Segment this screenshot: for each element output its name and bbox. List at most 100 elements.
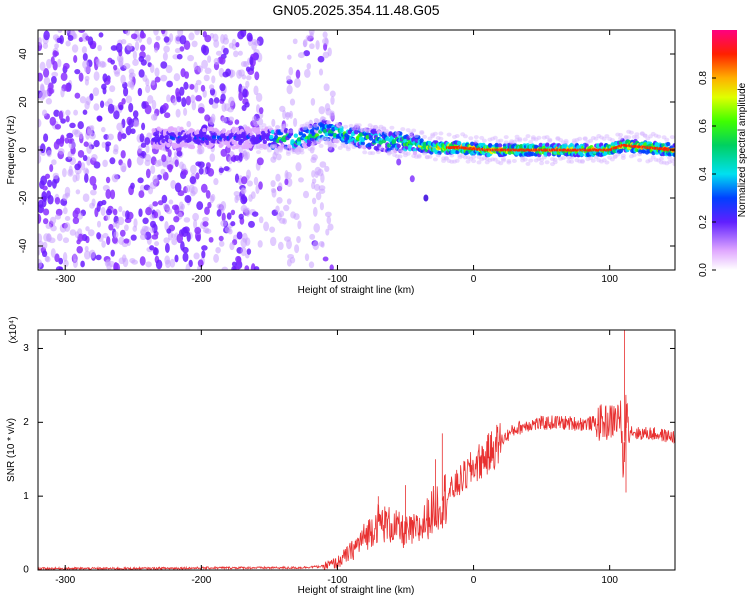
heatmap-cell (176, 53, 183, 60)
heatmap-cell (67, 35, 74, 41)
heatmap-cell (375, 150, 381, 155)
heatmap-cell (200, 84, 206, 92)
heatmap-cell (233, 50, 239, 58)
heatmap-cell (618, 148, 623, 154)
heatmap-cell (449, 153, 455, 158)
heatmap-cell (154, 160, 162, 167)
heatmap-cell (230, 221, 236, 227)
heatmap-cell (501, 156, 506, 161)
heatmap-cell (43, 30, 50, 41)
heatmap-cell (283, 123, 289, 128)
heatmap-cell (74, 92, 81, 99)
spectrogram-y-ticks: -40 -20 0 20 40 (18, 48, 675, 253)
heatmap-cell (283, 204, 290, 212)
heatmap-cell (318, 185, 326, 191)
heatmap-cell (293, 133, 298, 138)
heatmap-cell (295, 162, 302, 172)
heatmap-cell (162, 103, 169, 111)
heatmap-cell (552, 160, 558, 165)
heatmap-cell (179, 86, 185, 96)
heatmap-cell (213, 97, 220, 104)
snr-series-line (38, 330, 675, 570)
heatmap-cell (262, 139, 267, 144)
heatmap-cell (285, 111, 290, 120)
heatmap-cell (62, 167, 67, 178)
heatmap-cell (269, 236, 277, 247)
heatmap-cell (208, 97, 214, 105)
heatmap-cell (397, 154, 403, 159)
heatmap-cell (317, 55, 325, 63)
spectrogram-frame (37, 29, 676, 271)
heatmap-cell (637, 158, 643, 163)
heatmap-cell (149, 245, 155, 251)
heatmap-cell (590, 158, 596, 163)
heatmap-cell (158, 144, 163, 150)
heatmap-cell (43, 68, 50, 78)
heatmap-cell (269, 134, 274, 140)
heatmap-cell (108, 223, 114, 231)
heatmap-cell (120, 133, 127, 140)
heatmap-cell (329, 140, 335, 145)
heatmap-cell (304, 68, 311, 78)
heatmap-cell (75, 172, 80, 182)
heatmap-cell (446, 132, 452, 137)
heatmap-cell (66, 132, 74, 139)
heatmap-cell (113, 144, 119, 153)
heatmap-cell (167, 164, 173, 173)
heatmap-cell (285, 171, 292, 179)
heatmap-cell (128, 118, 135, 128)
heatmap-cell (323, 42, 328, 51)
heatmap-cell (132, 50, 138, 60)
heatmap-cell (151, 99, 157, 110)
heatmap-cell (47, 194, 54, 205)
snr-panel: -300 -200 -100 0 100 0 1 2 3 Height of straight… (6, 316, 676, 596)
heatmap-cell (236, 256, 242, 265)
heatmap-cell (72, 209, 79, 219)
heatmap-cell (394, 131, 400, 136)
heatmap-cell (145, 206, 153, 216)
heatmap-cell (67, 138, 73, 144)
heatmap-cell (239, 138, 245, 144)
heatmap-cell (237, 50, 243, 56)
heatmap-cell (38, 259, 43, 269)
heatmap-cell (56, 233, 63, 242)
heatmap-cell (160, 30, 166, 35)
heatmap-cell (216, 209, 222, 217)
heatmap-cell (149, 226, 155, 234)
heatmap-cell (120, 38, 127, 45)
heatmap-cell (525, 134, 531, 139)
heatmap-cell (422, 151, 428, 156)
heatmap-cell (153, 47, 159, 53)
heatmap-cell (87, 229, 95, 237)
heatmap-cell (212, 33, 219, 42)
heatmap-cell (188, 184, 195, 194)
heatmap-cell (367, 142, 372, 147)
snr-y-multiplier: (x10⁴) (8, 316, 19, 343)
heatmap-cell (204, 67, 212, 75)
heatmap-cell (85, 35, 90, 41)
heatmap-cell (139, 184, 145, 192)
spectrogram-cells (38, 30, 675, 270)
heatmap-cell (383, 128, 389, 133)
heatmap-cell (462, 134, 468, 139)
heatmap-cell (110, 59, 115, 65)
heatmap-cell (105, 189, 112, 199)
spectrogram-y-label: Frequency (Hz) (6, 116, 17, 185)
heatmap-cell (408, 131, 414, 136)
heatmap-cell (191, 100, 197, 111)
heatmap-cell (42, 185, 48, 191)
heatmap-cell (202, 167, 207, 176)
heatmap-cell (409, 175, 415, 183)
heatmap-cell (197, 259, 204, 268)
heatmap-cell (44, 89, 49, 98)
heatmap-cell (145, 168, 151, 179)
heatmap-cell (626, 135, 632, 140)
heatmap-cell (306, 63, 312, 70)
x-tick-label: -100 (327, 575, 347, 586)
heatmap-cell (273, 148, 279, 156)
heatmap-cell (89, 175, 97, 186)
heatmap-cell (64, 222, 71, 232)
heatmap-cell (139, 233, 147, 241)
heatmap-cell (205, 190, 211, 199)
